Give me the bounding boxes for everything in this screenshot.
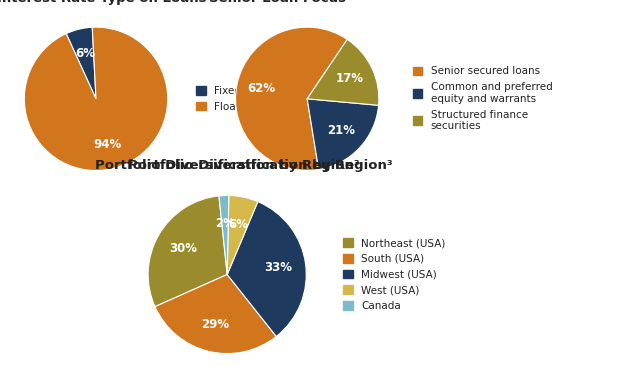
Text: Senior Loan Focus²: Senior Loan Focus² [209, 0, 351, 5]
Wedge shape [66, 27, 96, 99]
Wedge shape [227, 202, 307, 336]
Wedge shape [307, 99, 379, 169]
Text: 30%: 30% [169, 242, 196, 255]
Legend: Northeast (USA), South (USA), Midwest (USA), West (USA), Canada: Northeast (USA), South (USA), Midwest (U… [341, 236, 447, 313]
Text: 6%: 6% [75, 47, 95, 60]
Title: Portfolio Diversification by Region³: Portfolio Diversification by Region³ [95, 159, 360, 172]
Text: Interest Rate Type on Loans: Interest Rate Type on Loans [0, 0, 207, 5]
Wedge shape [307, 40, 379, 105]
Text: 94%: 94% [93, 138, 121, 150]
Text: 21%: 21% [327, 124, 355, 137]
Legend: Senior secured loans, Common and preferred
equity and warrants, Structured finan: Senior secured loans, Common and preferr… [411, 64, 555, 133]
Text: Portfolio Diversification by Region³: Portfolio Diversification by Region³ [129, 159, 393, 172]
Wedge shape [148, 196, 227, 307]
Text: 6%: 6% [228, 218, 248, 231]
Text: 33%: 33% [264, 261, 292, 274]
Legend: Fixed, Floating: Fixed, Floating [195, 84, 259, 114]
Text: 62%: 62% [248, 82, 276, 95]
Wedge shape [227, 195, 258, 274]
Wedge shape [219, 195, 229, 274]
Wedge shape [155, 274, 276, 354]
Text: 2%: 2% [215, 217, 235, 229]
Wedge shape [24, 27, 168, 171]
Text: 29%: 29% [201, 318, 229, 331]
Text: 17%: 17% [335, 72, 364, 85]
Wedge shape [236, 27, 348, 171]
